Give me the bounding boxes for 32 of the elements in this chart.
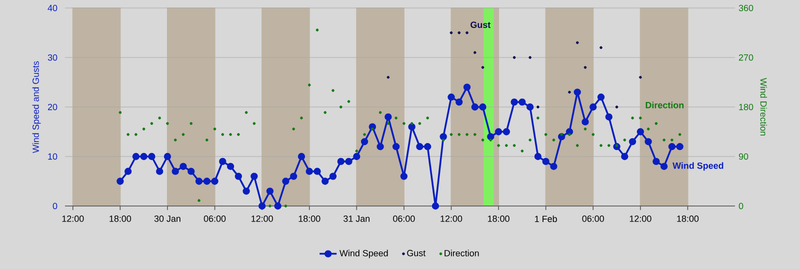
x-tick-label: 18:00 [677, 215, 699, 222]
x-tick-label: 31 Jan [344, 215, 370, 222]
y2-tick-label: 180 [739, 104, 754, 110]
y-tick-label: 30 [48, 54, 58, 61]
y2-tick-label: 0 [738, 202, 744, 210]
y-tick-label: 0 [52, 202, 58, 210]
y-tick-label: 20 [48, 104, 58, 110]
y-tick-label: 10 [48, 153, 58, 160]
legend-label: Direction [444, 250, 479, 256]
x-tick-label: 06:00 [393, 215, 415, 222]
annotation: Gust [470, 22, 491, 28]
x-tick-label: 18:00 [110, 215, 132, 222]
x-tick-label: 06:00 [582, 215, 604, 222]
x-tick-label: 12:00 [630, 215, 652, 222]
x-tick-label: 18:00 [488, 215, 510, 222]
legend-label: Gust [407, 250, 426, 256]
annotation: Direction [646, 102, 684, 108]
annotation: Wind Speed [672, 162, 724, 171]
x-tick-label: 1 Feb [535, 215, 557, 222]
x-tick-label: 12:00 [62, 215, 84, 222]
x-tick-label: 30 Jan [154, 215, 180, 222]
y2-tick-label: 360 [738, 4, 754, 12]
x-tick-label: 06:00 [204, 215, 226, 222]
x-tick-label: 18:00 [298, 215, 320, 222]
x-tick-label: 12:00 [440, 215, 462, 222]
y-tick-label: 40 [48, 4, 58, 12]
legend-label: Wind Speed [340, 250, 388, 258]
x-tick-label: 12:00 [252, 215, 273, 222]
y2-tick-label: 90 [738, 153, 748, 160]
y2-tick-label: 270 [738, 54, 754, 61]
y2-axis-title: Wind Direction [760, 78, 767, 136]
y-axis-title: Wind Speed and Gusts [32, 61, 41, 154]
